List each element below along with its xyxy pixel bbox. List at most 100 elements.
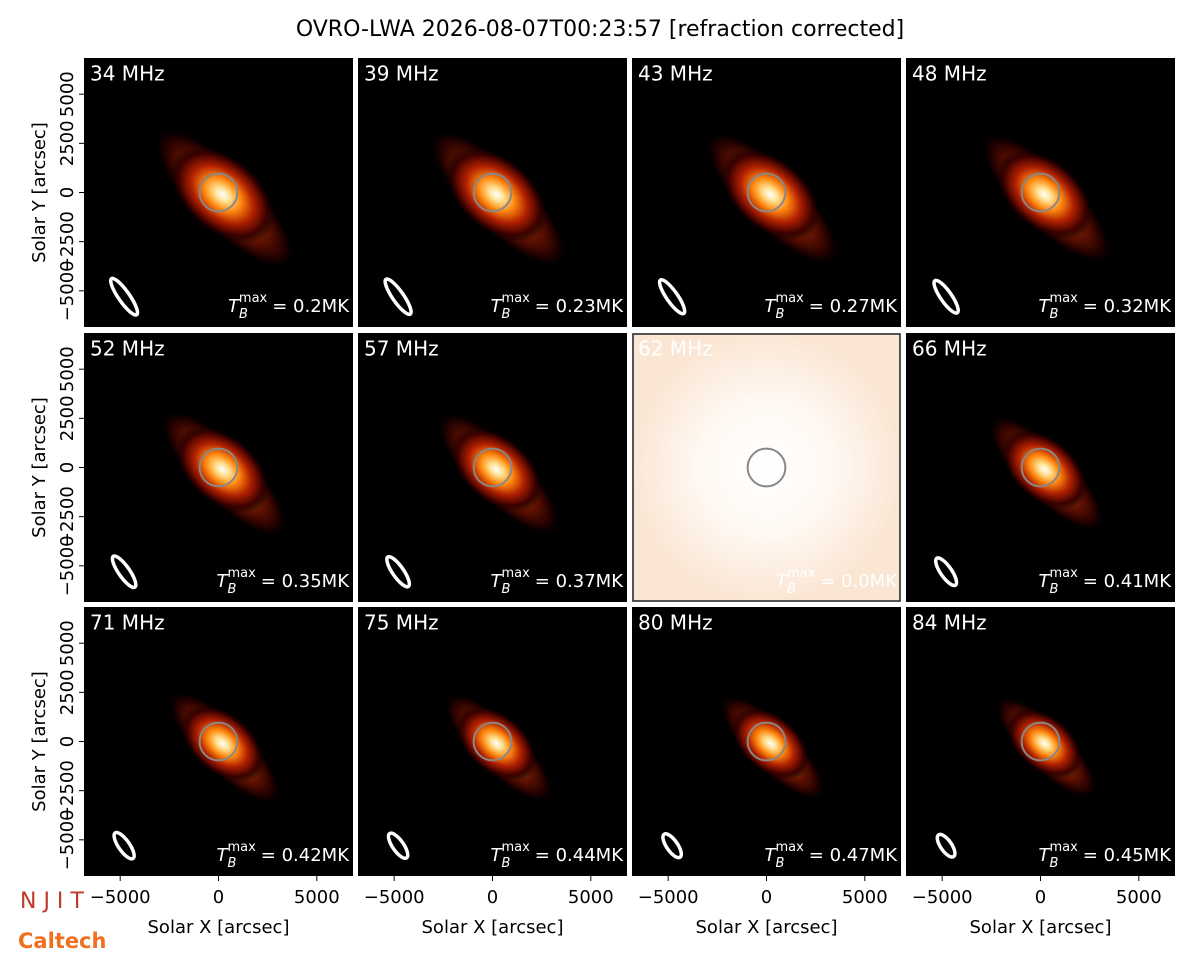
tb-max-part: = 0.35MK	[261, 571, 350, 592]
beam	[112, 830, 136, 861]
tb-max-part: = 0.2MK	[272, 296, 350, 317]
y-tick-label: 0	[57, 187, 78, 198]
panel	[358, 333, 627, 602]
solar-disk	[472, 172, 513, 213]
x-axis-label: Solar X [arcsec]	[148, 917, 290, 938]
panel	[632, 333, 901, 602]
x-tick-label: 0	[213, 887, 224, 908]
panel	[906, 607, 1175, 876]
tb-max-part: max	[1049, 291, 1078, 306]
tb-max-part: B	[228, 582, 237, 597]
x-axis-label: Solar X [arcsec]	[970, 917, 1112, 938]
beam	[661, 832, 684, 860]
tb-max-part: B	[1050, 582, 1059, 597]
tb-max: TBmax = 0.47MK	[765, 840, 899, 871]
y-tick-label: −5000	[57, 260, 78, 321]
solar-disk	[472, 447, 513, 488]
tb-max-part: = 0.0MK	[820, 571, 898, 592]
solar-disk	[198, 172, 239, 213]
y-tick-label: 2500	[57, 669, 78, 715]
panel-title: 43 MHz	[638, 62, 713, 86]
beam	[932, 278, 960, 315]
tb-max: TBmax = 0.42MK	[217, 840, 351, 871]
emission-core	[1006, 708, 1083, 779]
emission-core	[180, 704, 265, 783]
y-tick-label: 2500	[57, 120, 78, 166]
emission-saturated	[632, 333, 901, 602]
tb-max-part: max	[787, 566, 816, 581]
panel-title: 80 MHz	[638, 611, 713, 635]
solar-disk	[1020, 721, 1061, 762]
beam	[933, 556, 959, 588]
x-tick-label: −5000	[638, 887, 699, 908]
y-tick-label: 5000	[57, 71, 78, 117]
y-tick-label: −5000	[57, 809, 78, 870]
solar-disk	[198, 447, 239, 488]
tb-max-part: B	[502, 856, 511, 871]
y-tick-label: 0	[57, 736, 78, 747]
panel	[358, 607, 627, 876]
panel	[632, 58, 901, 327]
tb-max: TBmax = 0.45MK	[1039, 840, 1173, 871]
panel	[84, 607, 353, 876]
tb-max: TBmax = 0.41MK	[1039, 566, 1173, 597]
solar-disk	[1020, 447, 1061, 488]
tb-max-part: T	[1039, 296, 1052, 317]
solar-disk	[472, 721, 513, 762]
x-tick-label: −5000	[912, 887, 973, 908]
solar-disk	[746, 447, 787, 488]
x-axis-label: Solar X [arcsec]	[422, 917, 564, 938]
tb-max-part: = 0.37MK	[535, 571, 624, 592]
x-tick-label: −5000	[364, 887, 425, 908]
tb-max: TBmax = 0.32MK	[1039, 291, 1173, 322]
panel-title: 48 MHz	[912, 62, 987, 86]
panel-frame	[632, 333, 901, 602]
beam	[386, 831, 410, 860]
x-tick-label: 0	[1035, 887, 1046, 908]
tb-max-part: max	[775, 840, 804, 855]
tb-max-part: T	[776, 571, 789, 592]
x-tick-label: 0	[761, 887, 772, 908]
tb-max-part: T	[765, 296, 778, 317]
tb-max-part: B	[787, 582, 796, 597]
x-tick-label: 5000	[568, 887, 614, 908]
emission-core	[175, 426, 270, 513]
logo-njit: N J I T	[20, 889, 84, 914]
y-tick-label: −2500	[57, 760, 78, 821]
panel-title: 62 MHz	[638, 337, 713, 361]
tb-max-part: T	[217, 571, 230, 592]
tb-max-part: B	[1050, 307, 1059, 322]
tb-max: TBmax = 0.27MK	[765, 291, 899, 322]
emission-core	[731, 707, 810, 780]
panel	[84, 333, 353, 602]
tb-max-part: T	[217, 845, 230, 866]
tb-max-part: max	[501, 291, 530, 306]
tb-max-part: T	[1039, 571, 1052, 592]
emission-core	[445, 147, 548, 242]
panel-title: 84 MHz	[912, 611, 987, 635]
panel-title: 57 MHz	[364, 337, 439, 361]
tb-max-part: max	[775, 291, 804, 306]
tb-max: TBmax = 0.35MK	[217, 566, 351, 597]
emission-core	[1001, 429, 1088, 510]
solar-disk	[198, 721, 239, 762]
solar-disk	[746, 721, 787, 762]
tb-max-part: T	[491, 571, 504, 592]
tb-max-part: B	[502, 307, 511, 322]
tb-max-part: max	[501, 566, 530, 581]
beam	[108, 276, 140, 317]
tb-max-part: max	[239, 291, 268, 306]
tb-max-part: B	[776, 307, 785, 322]
tb-max-part: max	[227, 566, 256, 581]
x-tick-label: −5000	[90, 887, 151, 908]
tb-max-part: = 0.45MK	[1083, 845, 1172, 866]
tb-max-part: B	[239, 307, 248, 322]
emission-core	[450, 427, 543, 512]
y-axis-label: Solar Y [arcsec]	[29, 122, 50, 263]
tb-max-part: B	[502, 582, 511, 597]
tb-max: TBmax = 0.44MK	[491, 840, 625, 871]
tb-max-part: T	[228, 296, 241, 317]
suptitle: OVRO-LWA 2026-08-07T00:23:57 [refraction…	[296, 17, 904, 42]
tb-max-part: = 0.23MK	[535, 296, 624, 317]
